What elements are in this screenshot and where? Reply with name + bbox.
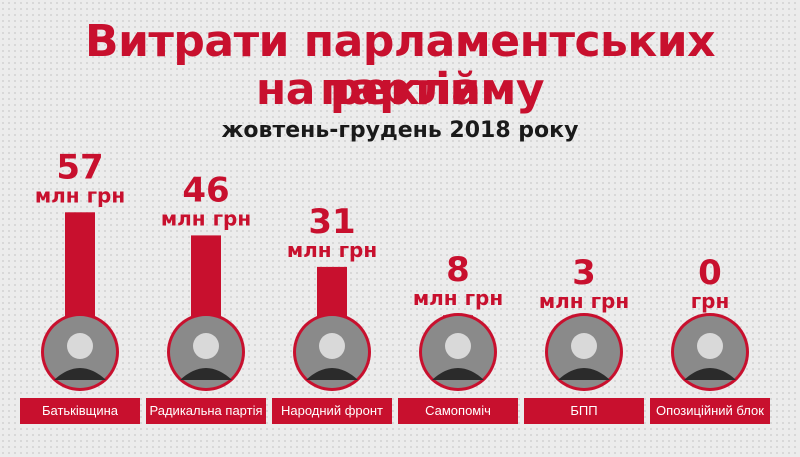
category-label: Народний фронт: [281, 403, 383, 418]
portrait-shoulders-icon: [180, 368, 232, 380]
category-label-box: [524, 398, 644, 424]
chart-title-line-1: Витрати парламентських партій: [85, 16, 715, 115]
category-label-box: [398, 398, 518, 424]
portrait-shoulders-icon: [54, 368, 106, 380]
portrait-photo-icon: [319, 333, 345, 359]
category-label-box: [146, 398, 266, 424]
data-label-value: 0: [698, 253, 722, 293]
data-label-unit: млн грн: [161, 206, 251, 230]
category-label-box: [272, 398, 392, 424]
data-label-value: 8: [446, 250, 470, 290]
portrait-shoulders-icon: [558, 368, 610, 380]
data-label-unit: млн грн: [35, 183, 125, 207]
portrait-shoulders-icon: [684, 368, 736, 380]
portrait-photo-icon: [193, 333, 219, 359]
data-label-unit: млн грн: [413, 286, 503, 310]
data-label-value: 46: [182, 170, 229, 210]
data-label-unit: млн грн: [539, 289, 629, 313]
data-label-value: 57: [56, 147, 103, 187]
portrait-shoulders-icon: [432, 368, 484, 380]
category-label-box: [650, 398, 770, 424]
category-label: БПП: [570, 403, 597, 418]
category-label: Радикальна партія: [150, 403, 263, 418]
data-label-unit: грн: [691, 289, 730, 313]
category-label: Опозиційний блок: [656, 403, 764, 418]
chart-title-line-2: на рекламу: [255, 64, 545, 115]
chart-subtitle: жовтень-грудень 2018 року: [221, 118, 579, 143]
category-label: Самопоміч: [425, 403, 491, 418]
data-label-unit: млн грн: [287, 238, 377, 262]
portrait-photo-icon: [697, 333, 723, 359]
category-label-box: [20, 398, 140, 424]
portrait-photo-icon: [445, 333, 471, 359]
data-label-value: 3: [572, 253, 596, 293]
category-label: Батьківщина: [42, 403, 119, 418]
data-label-value: 31: [308, 202, 355, 242]
portrait-photo-icon: [571, 333, 597, 359]
portrait-photo-icon: [67, 333, 93, 359]
portrait-shoulders-icon: [306, 368, 358, 380]
